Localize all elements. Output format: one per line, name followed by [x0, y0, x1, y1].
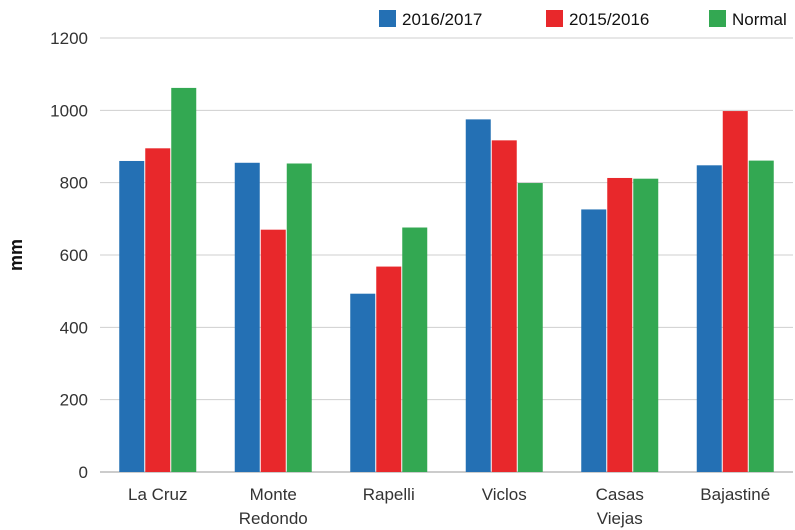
y-axis-label: mm — [6, 239, 26, 271]
bar — [234, 162, 260, 472]
bar — [402, 227, 428, 472]
grid-lines — [100, 37, 793, 473]
y-tick-label: 200 — [60, 391, 88, 410]
y-tick-label: 0 — [79, 463, 88, 482]
x-tick-label: Casas Viejas — [596, 485, 644, 528]
bar — [722, 111, 748, 472]
bar — [376, 266, 402, 472]
y-axis-ticks: 0 200 400 600 800 1000 1200 — [50, 29, 88, 482]
x-tick-label: Bajastiné — [700, 485, 770, 504]
bar — [696, 165, 722, 472]
x-tick-label: Rapelli — [363, 485, 415, 504]
bar — [145, 148, 171, 472]
bar — [465, 119, 491, 472]
bar — [607, 177, 633, 472]
x-tick-label: Viclos — [482, 485, 527, 504]
bar — [748, 160, 774, 473]
bars — [119, 87, 774, 473]
legend-label: Normal — [732, 10, 787, 29]
x-tick-label: Monte Redondo — [239, 485, 308, 528]
y-tick-label: 400 — [60, 318, 88, 337]
legend-swatch — [379, 10, 396, 27]
bar — [517, 183, 543, 473]
bar — [491, 140, 517, 472]
y-tick-label: 800 — [60, 174, 88, 193]
legend-swatch — [709, 10, 726, 27]
legend-label: 2015/2016 — [569, 10, 649, 29]
bar — [581, 209, 607, 472]
y-tick-label: 600 — [60, 246, 88, 265]
bar — [171, 87, 197, 472]
bar — [286, 163, 312, 472]
legend-swatch — [546, 10, 563, 27]
y-tick-label: 1000 — [50, 101, 88, 120]
bar — [350, 293, 376, 472]
legend: 2016/2017 2015/2016 Normal — [379, 10, 787, 29]
x-axis-ticks: La Cruz Monte Redondo Rapelli Viclos Casas Vie… — [128, 485, 770, 528]
bar — [633, 178, 659, 472]
legend-label: 2016/2017 — [402, 10, 482, 29]
bar — [119, 160, 145, 472]
x-tick-label: La Cruz — [128, 485, 188, 504]
bar — [260, 229, 286, 472]
y-tick-label: 1200 — [50, 29, 88, 48]
